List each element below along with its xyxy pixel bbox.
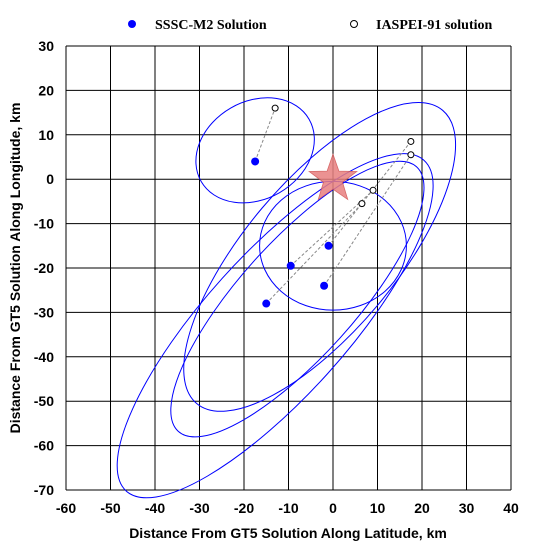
- solution-links: [254, 107, 412, 304]
- iaspei-point: [407, 137, 415, 145]
- star-marker: [308, 152, 358, 201]
- y-tick-label: -30: [34, 304, 54, 320]
- y-tick-label: -70: [34, 482, 54, 498]
- solution-link: [290, 189, 374, 267]
- x-axis-title: Distance From GT5 Solution Along Latitud…: [129, 525, 447, 541]
- y-tick-label: -60: [34, 438, 54, 454]
- iaspei-point: [271, 104, 279, 112]
- x-tick-label: 40: [503, 500, 519, 516]
- x-tick-label: -60: [56, 500, 76, 516]
- legend-label-iaspei: IASPEI-91 solution: [376, 18, 493, 33]
- tick-labels: -60 -50 -40 -30 -20 -10 0 10 20 30 40-70-60-50-40-…: [34, 38, 519, 516]
- y-tick-label: -10: [34, 216, 54, 232]
- x-tick-label: -20: [234, 500, 254, 516]
- y-tick-label: 30: [38, 38, 54, 54]
- legend-marker-sssc: [128, 20, 136, 28]
- sssc-point: [251, 157, 260, 166]
- y-tick-label: 20: [38, 82, 54, 98]
- x-tick-label: -40: [145, 500, 165, 516]
- solution-link: [265, 203, 363, 304]
- legend-label-sssc: SSSC-M2 Solution: [155, 18, 267, 33]
- solution-link: [254, 107, 276, 162]
- data-points: [251, 104, 415, 308]
- legend-marker-iaspei: [350, 20, 358, 28]
- sssc-point: [262, 299, 271, 308]
- legend: SSSC-M2 Solution IASPEI-91 solution: [128, 18, 493, 33]
- error-ellipse: [170, 160, 425, 438]
- grid: [65, 45, 512, 491]
- x-tick-label: -10: [278, 500, 298, 516]
- y-tick-label: -40: [34, 349, 54, 365]
- y-tick-label: -50: [34, 393, 54, 409]
- sssc-point: [324, 241, 333, 250]
- error-ellipse: [116, 153, 434, 499]
- sssc-point: [286, 261, 295, 270]
- error-ellipse: [195, 97, 315, 204]
- y-axis-title: Distance From GT5 Solution Along Longitu…: [7, 103, 23, 434]
- solution-link: [323, 154, 412, 287]
- gt5-star: [308, 152, 358, 201]
- x-tick-label: 10: [370, 500, 386, 516]
- iaspei-point: [369, 186, 377, 194]
- solution-link: [328, 141, 412, 247]
- x-tick-label: 30: [459, 500, 475, 516]
- x-tick-label: 20: [414, 500, 430, 516]
- iaspei-point: [407, 151, 415, 159]
- x-tick-label: -30: [189, 500, 209, 516]
- error-ellipses: [116, 97, 457, 499]
- x-tick-label: 0: [329, 500, 337, 516]
- sssc-point: [320, 281, 329, 290]
- error-ellipse: [183, 101, 457, 412]
- iaspei-point: [358, 200, 366, 208]
- y-tick-label: 0: [46, 171, 54, 187]
- y-tick-label: 10: [38, 127, 54, 143]
- x-tick-label: -50: [100, 500, 120, 516]
- y-tick-label: -20: [34, 260, 54, 276]
